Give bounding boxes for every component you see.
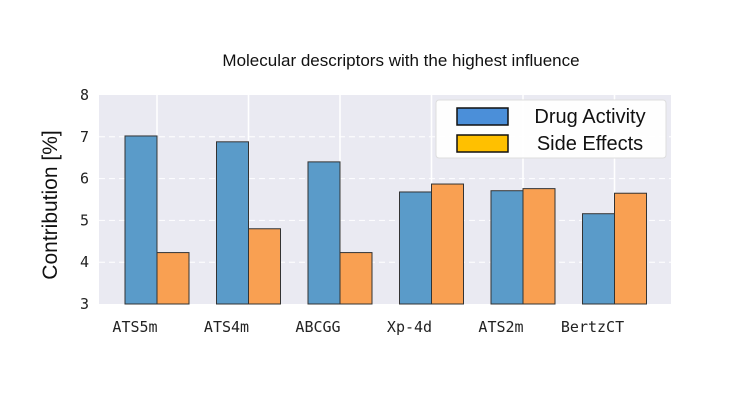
y-tick-label: 4 — [80, 253, 89, 271]
x-tick-labels: ATS5m ATS4m ABCGG Xp-4d ATS2m BertzCT — [112, 318, 624, 336]
x-tick-label: ATS5m — [112, 318, 157, 336]
bar-side-effects-bertzct — [614, 192, 647, 305]
legend-swatch-drug-activity — [456, 107, 509, 126]
bar-side-effects-xp-4d — [431, 183, 464, 305]
bar-drug-activity-ats2m — [490, 190, 524, 305]
bar-drug-activity-xp-4d — [399, 191, 432, 305]
bar-side-effects-ats4m — [248, 228, 281, 305]
x-tick-label: ABCGG — [295, 318, 340, 336]
legend-items: Drug Activity Side Effects — [456, 106, 646, 155]
bar-drug-activity-abcgg — [307, 161, 341, 305]
legend-label-drug-activity: Drug Activity — [534, 106, 645, 128]
y-tick-label: 5 — [80, 211, 89, 229]
y-tick-label: 7 — [80, 128, 89, 146]
y-tick-label: 8 — [80, 86, 89, 104]
bar-side-effects-ats2m — [522, 188, 556, 305]
bar-side-effects-ats5m — [156, 252, 190, 305]
legend-swatch-side-effects — [456, 134, 509, 153]
chart-title: Molecular descriptors with the highest i… — [222, 51, 579, 70]
y-axis-label: Contribution [%] — [39, 130, 62, 279]
bars — [124, 135, 647, 305]
legend: Drug Activity Side Effects — [435, 99, 667, 159]
x-tick-label: Xp-4d — [387, 318, 432, 336]
bar-side-effects-abcgg — [339, 252, 373, 305]
legend-label-side-effects: Side Effects — [537, 133, 643, 155]
bar-drug-activity-ats5m — [124, 135, 158, 305]
bar-drug-activity-bertzct — [582, 213, 615, 305]
x-tick-label: ATS2m — [478, 318, 523, 336]
y-tick-labels: 3 4 5 6 7 8 — [80, 86, 89, 313]
y-tick-label: 6 — [80, 170, 89, 188]
x-tick-label: ATS4m — [204, 318, 249, 336]
bar-drug-activity-ats4m — [216, 141, 249, 305]
x-tick-label: BertzCT — [561, 318, 624, 336]
y-tick-label: 3 — [80, 295, 89, 313]
